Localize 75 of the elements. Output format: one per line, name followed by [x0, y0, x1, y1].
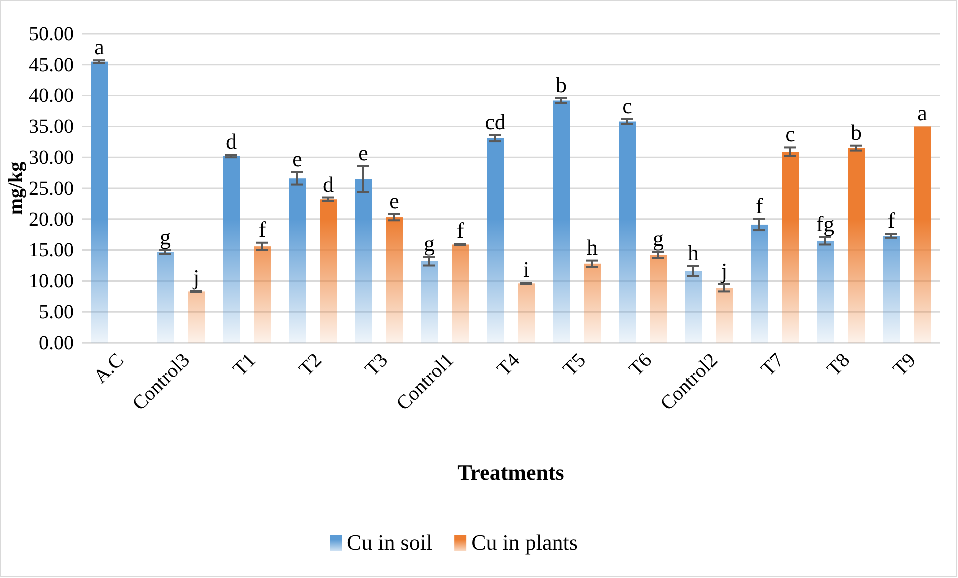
- bar: [289, 178, 306, 343]
- x-axis-title: Treatments: [458, 460, 565, 485]
- bar: [619, 122, 636, 343]
- data-label: c: [786, 122, 796, 147]
- y-tick-label: 15.00: [29, 240, 74, 262]
- bar: [518, 284, 535, 343]
- bar: [487, 138, 504, 343]
- data-label: f: [756, 193, 764, 218]
- y-tick-label: 40.00: [29, 85, 74, 108]
- x-tick-label: T2: [295, 349, 326, 381]
- data-label: b: [851, 120, 862, 145]
- data-label: g: [160, 224, 171, 250]
- x-tick-label: T4: [493, 349, 524, 381]
- data-label: i: [523, 257, 530, 282]
- data-label: a: [94, 34, 105, 60]
- bar: [254, 246, 271, 343]
- data-label: e: [358, 140, 368, 166]
- data-label: a: [918, 100, 928, 126]
- data-label: e: [390, 188, 400, 214]
- bar: [421, 261, 438, 343]
- y-tick-label: 5.00: [39, 302, 74, 324]
- data-label: h: [587, 234, 598, 260]
- legend-label: Cu in soil: [347, 530, 433, 555]
- bar: [716, 288, 733, 343]
- x-tick-label: T5: [559, 349, 590, 381]
- bar: [91, 62, 108, 343]
- data-label: j: [192, 265, 200, 290]
- bar: [223, 156, 240, 343]
- bar: [914, 126, 931, 343]
- y-tick-label: 45.00: [29, 54, 74, 76]
- data-label: e: [292, 146, 302, 172]
- x-tick-label: T7: [757, 349, 788, 381]
- data-label: f: [258, 216, 267, 242]
- bar: [355, 179, 372, 343]
- data-label: f: [888, 208, 896, 234]
- data-label: b: [556, 72, 567, 98]
- data-label: d: [226, 129, 237, 154]
- data-label: j: [720, 258, 728, 284]
- y-tick-label: 10.00: [29, 270, 74, 293]
- bar: [751, 224, 768, 343]
- data-label: cd: [485, 109, 506, 134]
- y-tick-label: 20.00: [29, 208, 74, 231]
- bar: [782, 152, 799, 343]
- bar: [584, 264, 601, 343]
- y-tick-label: 35.00: [29, 116, 74, 138]
- bar: [685, 271, 702, 343]
- y-tick-label: 30.00: [29, 147, 74, 169]
- bar: [188, 292, 205, 343]
- bar: [848, 148, 865, 343]
- y-tick-label: 0.00: [39, 332, 74, 354]
- data-label: h: [688, 240, 699, 266]
- y-tick-label: 50.00: [29, 23, 74, 46]
- y-tick-label: 25.00: [29, 178, 74, 200]
- x-tick-label: T9: [889, 349, 920, 381]
- bar: [817, 241, 834, 343]
- data-label: c: [622, 93, 633, 118]
- bar: [320, 200, 337, 343]
- x-tick-label: T3: [361, 349, 392, 381]
- data-label: d: [323, 172, 334, 197]
- bar: [650, 255, 667, 343]
- data-label: f: [456, 218, 465, 244]
- legend-label: Cu in plants: [472, 530, 578, 555]
- data-label: g: [424, 231, 435, 256]
- y-axis-title: mg/kg: [5, 162, 27, 216]
- bar: [386, 218, 403, 343]
- data-label: fg: [816, 211, 835, 236]
- bar: [883, 236, 900, 343]
- x-tick-label: T8: [823, 349, 854, 381]
- bar: [157, 252, 174, 343]
- x-tick-label: T1: [229, 349, 260, 381]
- data-label: g: [653, 226, 664, 252]
- x-tick-label: A.C: [90, 349, 128, 388]
- x-tick-label: T6: [625, 349, 656, 381]
- bar: [553, 100, 570, 343]
- bar: [452, 244, 469, 343]
